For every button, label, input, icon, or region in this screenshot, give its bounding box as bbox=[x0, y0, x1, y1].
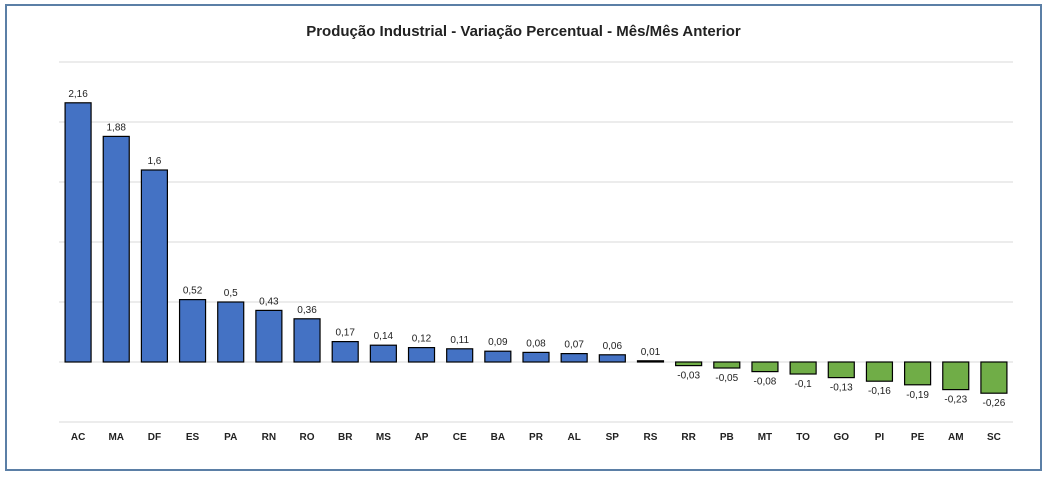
bar-ap bbox=[407, 347, 436, 363]
gridlines bbox=[59, 61, 1013, 423]
bar-rn bbox=[255, 309, 283, 363]
bar-rs bbox=[636, 360, 665, 363]
bar-al bbox=[560, 353, 588, 363]
bar-sc bbox=[980, 361, 1008, 394]
category-label-mt: MT bbox=[758, 432, 772, 443]
data-labels: 2,16 1,88 1,6 0,52 0,5 0,43 0,36 0,17 0,14 0,12 0,… bbox=[68, 89, 1005, 409]
data-label-pr: 0,08 bbox=[526, 338, 546, 349]
bar-pi bbox=[865, 361, 894, 382]
bar-am bbox=[942, 361, 970, 391]
bar-go bbox=[827, 361, 855, 379]
bar-df bbox=[140, 169, 168, 363]
bar-rr bbox=[675, 361, 703, 367]
category-label-ro: RO bbox=[300, 432, 315, 443]
category-label-ac: AC bbox=[71, 432, 85, 443]
data-label-rs: 0,01 bbox=[641, 347, 661, 358]
category-label-sp: SP bbox=[606, 432, 620, 443]
category-label-pi: PI bbox=[875, 432, 885, 443]
data-label-am: -0,23 bbox=[944, 395, 967, 406]
category-label-df: DF bbox=[148, 432, 161, 443]
bar-ce bbox=[446, 348, 474, 363]
category-label-pe: PE bbox=[911, 432, 925, 443]
data-label-pb: -0,05 bbox=[715, 373, 738, 384]
category-label-ms: MS bbox=[376, 432, 391, 443]
bar-mt bbox=[751, 361, 779, 373]
bar-ac bbox=[64, 102, 92, 363]
bar-sp bbox=[598, 354, 626, 363]
chart-frame: Produção Industrial - Variação Percentua… bbox=[5, 4, 1042, 471]
data-label-ma: 1,88 bbox=[107, 122, 127, 133]
bar-ba bbox=[484, 350, 512, 363]
category-label-rn: RN bbox=[262, 432, 276, 443]
category-label-pb: PB bbox=[720, 432, 734, 443]
data-label-sc: -0,26 bbox=[983, 398, 1006, 409]
category-label-to: TO bbox=[796, 432, 810, 443]
data-label-df: 1,6 bbox=[147, 156, 161, 167]
data-label-mt: -0,08 bbox=[754, 377, 777, 388]
bars bbox=[64, 102, 1008, 394]
bar-es bbox=[178, 299, 207, 363]
bar-pb bbox=[713, 361, 741, 369]
data-label-pe: -0,19 bbox=[906, 390, 929, 401]
data-label-to: -0,1 bbox=[795, 379, 813, 390]
data-label-ba: 0,09 bbox=[488, 337, 508, 348]
data-label-sp: 0,06 bbox=[603, 341, 623, 352]
category-label-al: AL bbox=[567, 432, 580, 443]
data-label-ac: 2,16 bbox=[68, 89, 88, 100]
category-label-pr: PR bbox=[529, 432, 544, 443]
bar-br bbox=[331, 341, 359, 363]
chart-title: Produção Industrial - Variação Percentua… bbox=[306, 23, 741, 40]
bar-to bbox=[789, 361, 817, 375]
data-label-al: 0,07 bbox=[564, 340, 584, 351]
category-label-ba: BA bbox=[491, 432, 505, 443]
bar-pa bbox=[217, 301, 245, 363]
category-labels: AC MA DF ES PA RN RO BR MS AP CE BA PR AL SP RS RR PB MT TO… bbox=[71, 432, 1001, 443]
category-label-br: BR bbox=[338, 432, 353, 443]
category-label-ce: CE bbox=[453, 432, 467, 443]
data-label-br: 0,17 bbox=[335, 328, 355, 339]
bar-pe bbox=[903, 361, 932, 386]
data-label-ce: 0,11 bbox=[450, 335, 469, 346]
data-label-ro: 0,36 bbox=[297, 305, 317, 316]
data-label-pa: 0,5 bbox=[224, 288, 238, 299]
data-label-go: -0,13 bbox=[830, 383, 853, 394]
category-label-es: ES bbox=[186, 432, 200, 443]
bar-ms bbox=[369, 344, 397, 363]
category-label-am: AM bbox=[948, 432, 964, 443]
category-label-sc: SC bbox=[987, 432, 1001, 443]
data-label-es: 0,52 bbox=[183, 286, 203, 297]
bar-pr bbox=[522, 351, 550, 363]
category-label-rs: RS bbox=[644, 432, 658, 443]
category-label-ap: AP bbox=[415, 432, 429, 443]
data-label-ms: 0,14 bbox=[374, 331, 394, 342]
category-label-pa: PA bbox=[224, 432, 237, 443]
data-label-ap: 0,12 bbox=[412, 334, 432, 345]
data-label-rn: 0,43 bbox=[259, 296, 279, 307]
category-label-ma: MA bbox=[108, 432, 124, 443]
bar-ro bbox=[293, 318, 321, 363]
data-label-rr: -0,03 bbox=[677, 371, 700, 382]
category-label-rr: RR bbox=[681, 432, 696, 443]
bar-ma bbox=[102, 135, 130, 363]
category-label-go: GO bbox=[833, 432, 849, 443]
data-label-pi: -0,16 bbox=[868, 386, 891, 397]
